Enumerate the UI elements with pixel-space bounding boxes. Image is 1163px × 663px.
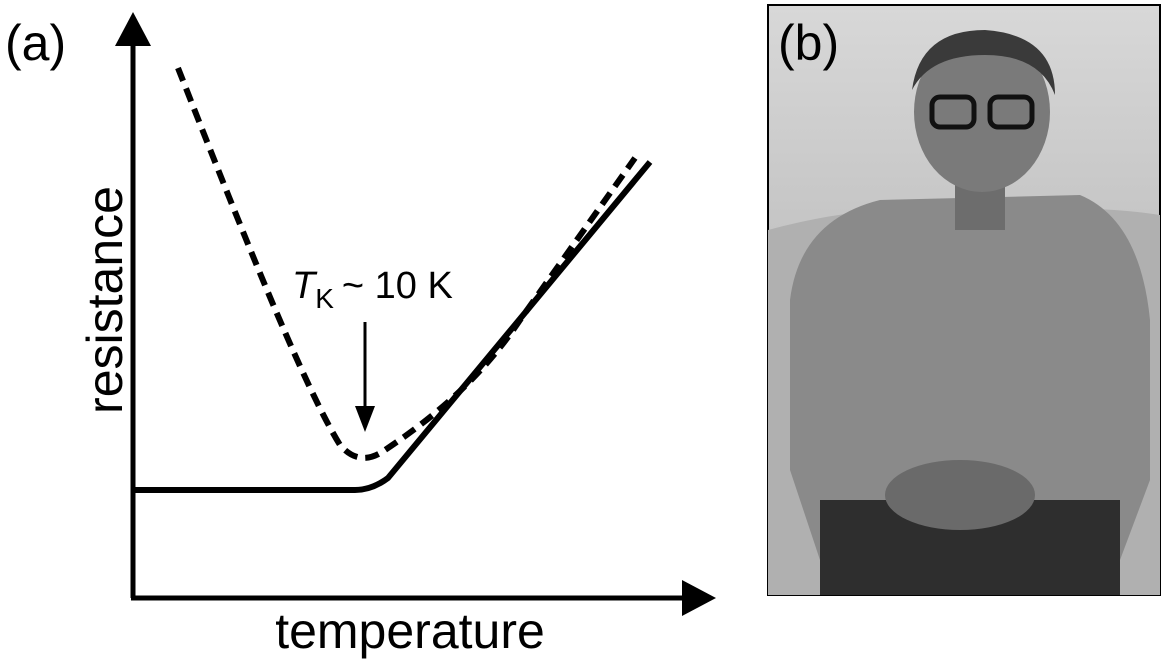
annotation: TK ~ 10 K: [292, 265, 453, 314]
photo-glasses-left: [929, 94, 977, 130]
photo-head: [914, 32, 1050, 192]
annotation-symbol: T: [292, 265, 318, 307]
x-axis-label: temperature: [275, 603, 545, 659]
panel-label: (a): [5, 15, 66, 71]
photo-hands: [885, 460, 1035, 530]
photo-hair: [912, 30, 1055, 95]
annotation-text: ~ 10 K: [342, 265, 453, 307]
panel-b: (b): [767, 4, 1161, 596]
photo-glasses-right: [987, 94, 1035, 130]
x-axis-arrow: [682, 580, 716, 616]
solid-curve: [133, 160, 653, 493]
panel-a: (a) resistance temperature TK ~ 10 K: [5, 12, 716, 659]
photo-jacket: [790, 195, 1150, 560]
annotation-arrowhead: [355, 406, 375, 432]
dashed-curve: [175, 66, 638, 461]
y-axis-arrow: [115, 12, 151, 46]
panel-label: (b): [778, 15, 839, 71]
y-axis-label: resistance: [77, 186, 133, 414]
annotation-subscript: K: [315, 283, 334, 314]
